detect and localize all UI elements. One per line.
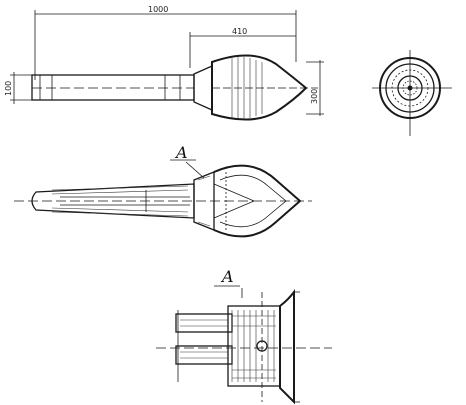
section-label-bottom: A [220, 267, 234, 286]
longitudinal-section: A [14, 143, 312, 238]
side-elevation: 1000 410 100 300 [4, 5, 324, 121]
overall-length-label: 1000 [148, 5, 168, 14]
body-diameter-label: 100 [4, 81, 13, 96]
cross-section: A [156, 267, 332, 405]
section-label-top: A [174, 143, 188, 162]
end-view [372, 50, 452, 136]
head-diameter-label: 300 [310, 89, 319, 104]
head-length-label: 410 [232, 27, 247, 36]
